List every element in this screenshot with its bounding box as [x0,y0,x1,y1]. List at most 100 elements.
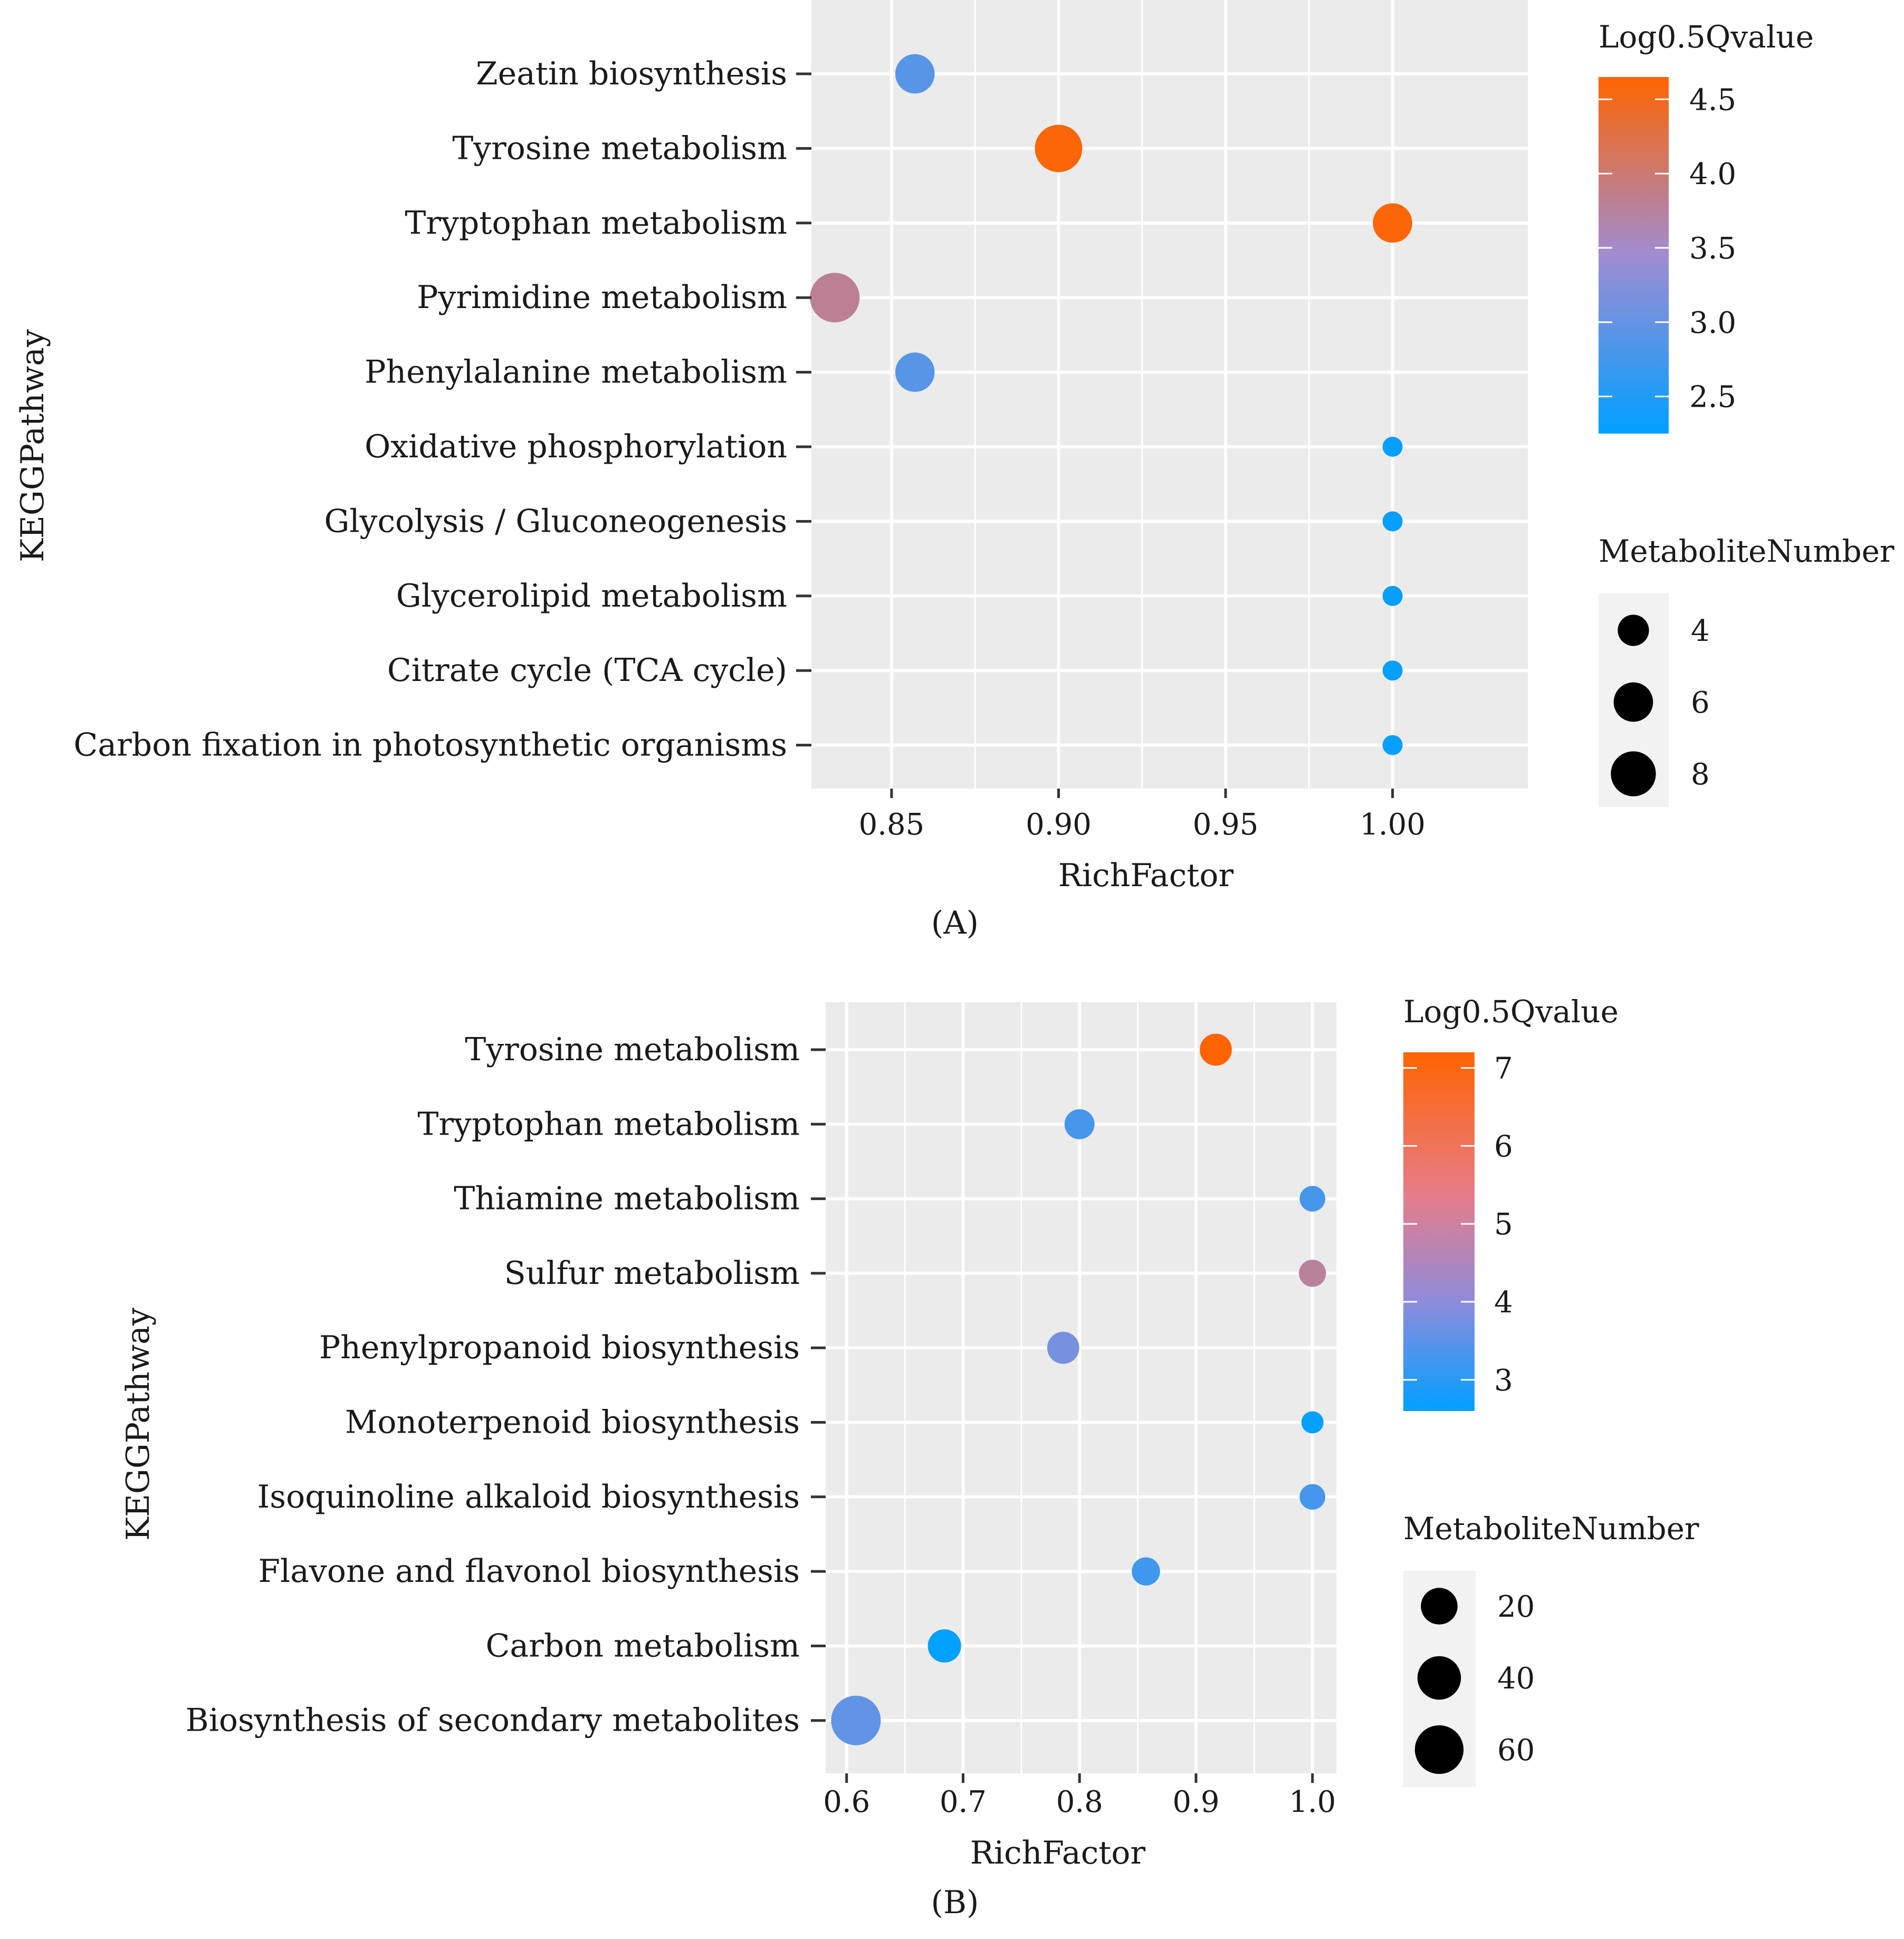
colorbar-tick-label: 7 [1494,1052,1513,1086]
panel-b-size-legend: MetaboliteNumber 20 40 60 [1403,1511,1699,1787]
data-point [1299,1484,1326,1510]
colorbar-tick-label: 4 [1494,1285,1513,1320]
panel-b-color-legend: Log0.5Qvalue 3 4 5 6 7 [1403,994,1619,1411]
y-tick-label: Zeatin biosynthesis [476,55,787,92]
panel-a-size-legend-title: MetaboliteNumber [1599,533,1895,569]
size-legend-label: 60 [1497,1733,1535,1768]
size-legend-key [1417,1656,1461,1700]
panel-a-x-axis-title: RichFactor [1058,857,1234,894]
panel-b-x-axis-title: RichFactor [970,1835,1146,1871]
x-tick-label: 0.8 [1056,1785,1103,1819]
data-point [1047,1331,1079,1364]
panel-b-points [831,1033,1326,1745]
y-tick-label: Thiamine metabolism [454,1180,800,1217]
x-tick-label: 0.90 [1026,808,1092,842]
y-tick-label: Tryptophan metabolism [417,1106,800,1143]
panel-a-colorbar-ticks: 2.5 3.0 3.5 4.0 4.5 [1599,83,1736,415]
data-point [1035,124,1083,172]
x-tick-label: 0.95 [1193,808,1259,842]
data-point [1382,585,1403,606]
y-tick-label: Phenylalanine metabolism [365,354,787,391]
panel-b-color-legend-title: Log0.5Qvalue [1403,994,1619,1030]
panel-a-color-legend-title: Log0.5Qvalue [1599,19,1814,55]
panel-a-y-axis: Zeatin biosynthesis Tyrosine metabolism Tr… [73,55,811,764]
data-point [1382,437,1403,457]
x-tick-label: 0.9 [1172,1785,1219,1819]
colorbar-tick-label: 5 [1494,1207,1513,1242]
data-point [1299,1186,1326,1212]
y-tick-label: Carbon fixation in photosynthetic organi… [73,727,787,764]
size-legend-key [1421,1588,1458,1625]
y-tick-label: Tryptophan metabolism [405,205,787,242]
size-legend-key [1618,615,1649,646]
panel-a-color-legend: Log0.5Qvalue 2.5 3.0 3.5 4.0 4.5 [1599,19,1814,434]
data-point [1064,1109,1095,1139]
y-tick-label: Oxidative phosphorylation [365,428,787,465]
y-tick-label: Isoquinoline alkaloid biosynthesis [257,1479,800,1515]
colorbar-tick-label: 6 [1494,1129,1513,1164]
colorbar-tick-label: 2.5 [1689,380,1736,415]
panel-b-y-axis: Tyrosine metabolism Tryptophan metabolism… [186,1031,826,1739]
y-tick-label: Pyrimidine metabolism [417,279,787,316]
y-tick-label: Glycerolipid metabolism [396,578,787,615]
data-point [1301,1411,1324,1434]
x-tick-label: 0.6 [823,1785,870,1819]
panel-b-colorbar-ticks: 3 4 5 6 7 [1403,1052,1513,1398]
data-point [1200,1033,1232,1066]
panel-a-x-axis: 0.85 0.90 0.95 1.00 [859,789,1425,842]
data-point [1299,1260,1326,1287]
size-legend-label: 4 [1691,614,1710,648]
y-tick-label: Biosynthesis of secondary metabolites [186,1702,800,1739]
x-tick-label: 0.7 [940,1785,987,1819]
colorbar-tick-label: 4.0 [1689,157,1736,191]
size-legend-label: 40 [1497,1662,1535,1696]
x-tick-label: 1.0 [1289,1785,1336,1819]
y-tick-label: Phenylpropanoid biosynthesis [319,1329,800,1366]
size-legend-label: 20 [1497,1590,1535,1624]
y-tick-label: Carbon metabolism [486,1627,800,1664]
panel-b-y-axis-title: KEGGPathway [120,1308,157,1541]
data-point [1382,511,1403,532]
panel-b-size-legend-keys: 20 40 60 [1414,1588,1535,1774]
panel-b-gridlines [826,1002,1336,1773]
y-tick-label: Monoterpenoid biosynthesis [345,1404,800,1441]
y-tick-label: Tyrosine metabolism [452,130,787,167]
panel-b: Tyrosine metabolism Tryptophan metabolism… [120,994,1699,1921]
panel-a-size-legend-keys: 4 6 8 [1611,614,1710,796]
data-point [1373,203,1412,243]
data-point [1132,1557,1160,1586]
size-legend-key [1611,751,1656,796]
data-point [831,1695,881,1745]
size-legend-label: 8 [1691,757,1710,792]
panel-a: Zeatin biosynthesis Tyrosine metabolism Tr… [14,0,1895,942]
colorbar-tick-label: 4.5 [1689,83,1736,117]
x-tick-label: 0.85 [859,808,925,842]
panel-b-colorbar [1403,1052,1475,1411]
panel-a-y-axis-title: KEGGPathway [14,329,51,562]
y-tick-label: Glycolysis / Gluconeogenesis [324,503,787,540]
panel-b-x-axis: 0.6 0.7 0.8 0.9 1.0 [823,1773,1336,1819]
data-point [1382,660,1403,681]
size-legend-key [1613,682,1653,722]
panel-a-points [810,54,1412,755]
panel-a-caption: (A) [931,905,979,942]
colorbar-tick-label: 3 [1494,1364,1513,1398]
panel-b-caption: (B) [931,1884,979,1921]
data-point [1382,735,1403,755]
panel-b-size-legend-title: MetaboliteNumber [1403,1511,1699,1547]
y-tick-label: Tyrosine metabolism [465,1031,800,1068]
x-tick-label: 1.00 [1360,808,1425,842]
y-tick-label: Flavone and flavonol biosynthesis [258,1553,800,1590]
panel-a-plot-background [811,0,1528,789]
panel-a-colorbar [1599,77,1669,434]
data-point [895,54,935,94]
y-tick-label: Sulfur metabolism [504,1255,800,1292]
data-point [810,273,860,323]
panel-a-size-legend: MetaboliteNumber 4 6 8 [1599,533,1895,807]
data-point [927,1629,961,1663]
size-legend-label: 6 [1691,686,1710,720]
colorbar-tick-label: 3.5 [1689,232,1736,266]
size-legend-key [1414,1725,1464,1774]
colorbar-tick-label: 3.0 [1689,306,1736,340]
